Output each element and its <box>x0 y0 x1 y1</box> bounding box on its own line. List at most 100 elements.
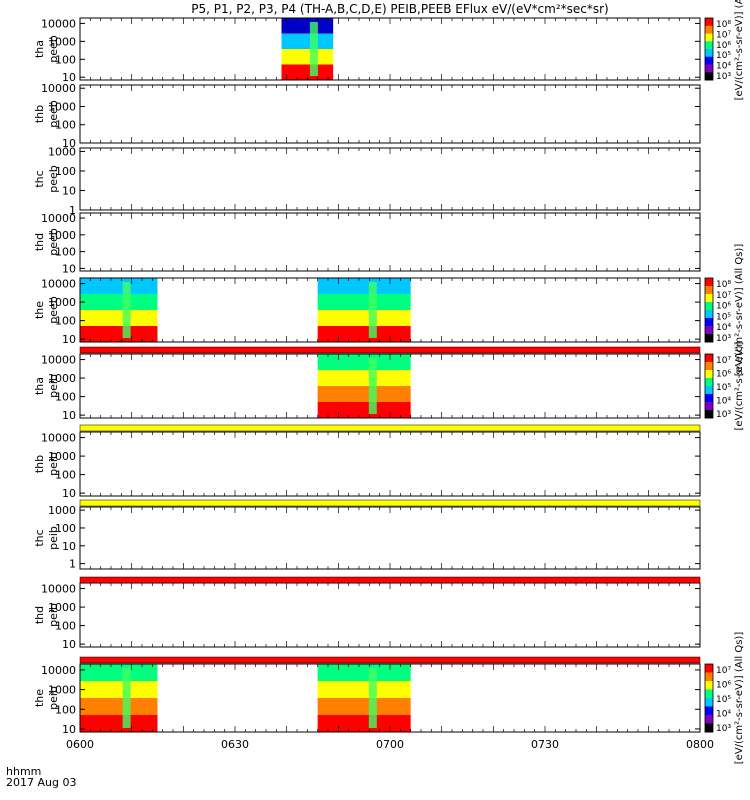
colorbar-segment <box>705 394 713 403</box>
panel-label-probe: thc <box>33 170 46 187</box>
spectrogram-feature <box>122 282 131 338</box>
y-tick-label: 1000 <box>48 296 76 309</box>
colorbar-segment <box>705 386 713 395</box>
y-tick-label: 10000 <box>41 212 76 225</box>
y-tick-label: 100 <box>55 119 76 132</box>
panel-label-instrument: peib <box>47 374 60 398</box>
panel-label-instrument: peib <box>47 686 60 710</box>
colorbar-label: [eV/(cm²-s-sr-eV)] <box>734 341 745 430</box>
colorbar-segment <box>705 664 713 673</box>
y-tick-label: 100 <box>55 391 76 404</box>
flag-bar-red-3 <box>79 656 701 664</box>
y-tick-label: 100 <box>55 53 76 66</box>
colorbar-tick-label: 10³ <box>716 724 731 734</box>
y-tick-label: 100 <box>55 703 76 716</box>
colorbar-segment <box>705 362 713 371</box>
y-tick-label: 1000 <box>48 450 76 463</box>
colorbar-tick-label: 10⁶ <box>716 370 731 380</box>
flag-bar-red-1 <box>79 346 701 354</box>
panel-frame <box>79 431 701 497</box>
spectrogram-block <box>317 294 411 311</box>
colorbar: 10⁷ 10⁶ 10⁵ 10⁴ 10³ [eV/(cm²-s-sr-eV)] <box>704 341 745 430</box>
colorbar-segment <box>705 410 713 419</box>
colorbar-segment <box>705 370 713 379</box>
colorbar-segment <box>705 286 713 295</box>
y-tick-label: 10 <box>62 487 76 500</box>
y-tick-label: 10 <box>62 333 76 346</box>
panel-thb-peib: 10 100 1000 10000 thb peib <box>33 431 701 500</box>
spectrogram-block <box>80 715 158 733</box>
spectrogram-block <box>80 294 158 311</box>
colorbar-segment <box>705 672 713 682</box>
colorbar-segment <box>705 378 713 387</box>
colorbar-tick-label: 10⁴ <box>716 397 731 407</box>
time-format-label: hhmm <box>6 765 41 778</box>
flag-bar-yellow-1 <box>79 424 701 432</box>
colorbar-tick-label: 10⁵ <box>716 51 731 61</box>
panel-label-probe: tha <box>33 377 46 395</box>
colorbar-label: [eV/(cm²-s-sr-eV)] (A <box>734 0 745 100</box>
panel-thb-peeb: 10 100 1000 10000 thb peeb <box>33 82 701 150</box>
colorbar: 10⁷ 10⁶ 10⁵ 10⁴ 10³ [eV/(cm²-s-sr-eV)] (All Q… <box>704 632 745 764</box>
y-tick-label: 10 <box>62 540 76 553</box>
y-tick-label: 100 <box>55 246 76 259</box>
panel-label-instrument: peib <box>47 603 60 627</box>
colorbar-tick-label: 10⁴ <box>716 323 731 333</box>
colorbar-segment <box>705 56 713 65</box>
panel-frame <box>79 147 701 211</box>
panel-label-probe: the <box>33 689 46 707</box>
panel-the-peib: 10 100 1000 10000 the peib 10⁷ 10⁶ 10⁵ 10⁴ 10³ [eV/… <box>33 632 745 765</box>
colorbar-tick-label: 10⁷ <box>716 356 731 366</box>
colorbar-tick-label: 10⁴ <box>716 710 731 720</box>
spectrogram-feature <box>122 668 131 728</box>
spectrogram-block <box>317 681 411 699</box>
spectrogram-block <box>80 278 158 295</box>
x-tick-label: 0630 <box>221 738 249 751</box>
y-tick-label: 10000 <box>41 664 76 677</box>
y-tick-label: 10000 <box>41 354 76 367</box>
y-tick-label: 100 <box>55 522 76 535</box>
spectrogram-feature <box>368 282 377 338</box>
colorbar-tick-label: 10³ <box>716 410 731 420</box>
spectrogram-block <box>281 33 334 50</box>
colorbar-tick-label: 10⁸ <box>716 20 731 30</box>
colorbar-segment <box>705 310 713 319</box>
spectrogram-feature <box>368 358 377 414</box>
colorbar-tick-label: 10⁷ <box>716 291 731 301</box>
colorbar-segment <box>705 302 713 311</box>
colorbar-tick-label: 10⁶ <box>716 302 731 312</box>
spectrogram-block <box>317 278 411 295</box>
colorbar-segment <box>705 49 713 58</box>
colorbar-segment <box>705 723 713 733</box>
date-label: 2017 Aug 03 <box>6 776 76 789</box>
y-tick-label: 1000 <box>48 35 76 48</box>
spectrogram-block <box>317 715 411 733</box>
y-tick-label: 1000 <box>48 145 76 158</box>
colorbar-segment <box>705 64 713 73</box>
colorbar-tick-label: 10⁵ <box>716 695 731 705</box>
y-tick-label: 10 <box>62 137 76 150</box>
colorbar-tick-label: 10⁴ <box>716 62 731 72</box>
y-tick-label: 1000 <box>48 229 76 242</box>
y-tick-label: 100 <box>55 315 76 328</box>
flag-bar-red-2 <box>79 576 701 584</box>
colorbar-segment <box>705 25 713 34</box>
y-tick-label: 100 <box>55 165 76 178</box>
x-tick-label: 0800 <box>686 738 714 751</box>
colorbar-tick-label: 10³ <box>716 72 731 82</box>
spectrogram-block <box>317 402 411 419</box>
spectrogram-block <box>80 664 158 682</box>
x-tick-label: 0730 <box>531 738 559 751</box>
colorbar-tick-label: 10⁷ <box>716 30 731 40</box>
colorbar-segment <box>705 294 713 303</box>
y-tick-label: 10 <box>62 723 76 736</box>
x-tick-label: 0600 <box>66 738 94 751</box>
spectrogram-block <box>317 354 411 371</box>
panel-label-instrument: peeb <box>47 296 60 324</box>
spectrogram-block <box>80 310 158 327</box>
